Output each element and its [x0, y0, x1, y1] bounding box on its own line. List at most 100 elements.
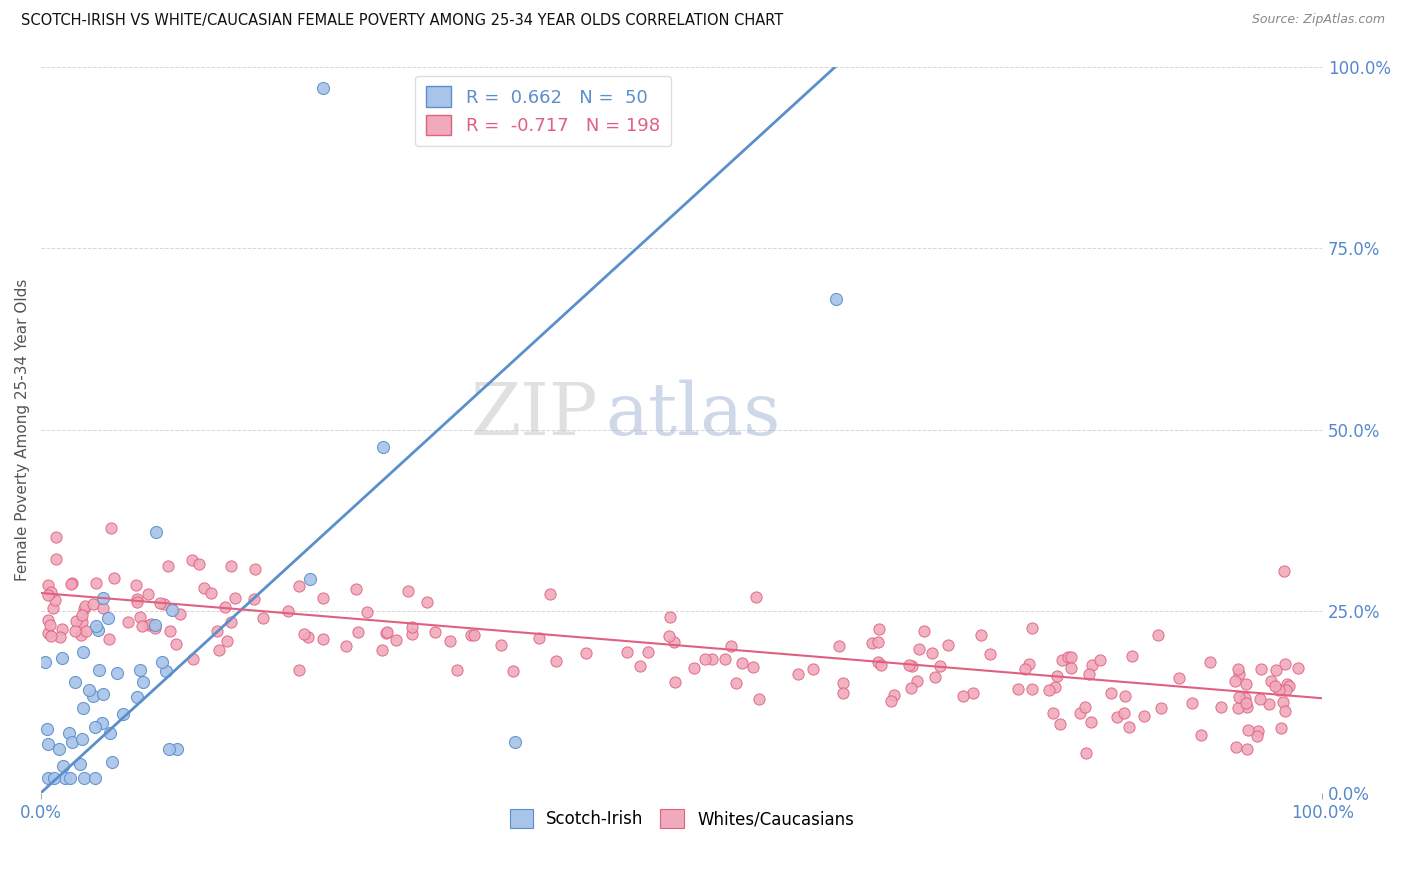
Point — [143, 621, 166, 635]
Point — [1278, 679, 1301, 693]
Point — [1018, 657, 1040, 672]
Point — [1099, 686, 1122, 700]
Point — [1114, 689, 1136, 703]
Point — [162, 603, 184, 617]
Text: SCOTCH-IRISH VS WHITE/CAUCASIAN FEMALE POVERTY AMONG 25-34 YEAR OLDS CORRELATION: SCOTCH-IRISH VS WHITE/CAUCASIAN FEMALE P… — [21, 13, 783, 29]
Point — [491, 81, 513, 95]
Point — [385, 632, 408, 647]
Point — [73, 771, 96, 785]
Point — [131, 619, 153, 633]
Point — [155, 664, 177, 678]
Point — [312, 591, 335, 605]
Point — [1056, 649, 1078, 664]
Text: Source: ZipAtlas.com: Source: ZipAtlas.com — [1251, 13, 1385, 27]
Point — [1133, 709, 1156, 723]
Point — [65, 614, 87, 628]
Point — [37, 771, 59, 785]
Point — [41, 600, 63, 615]
Point — [127, 595, 149, 609]
Point — [1069, 706, 1091, 720]
Point — [1264, 679, 1286, 693]
Point — [288, 663, 311, 677]
Point — [84, 619, 107, 633]
Point — [37, 722, 59, 736]
Point — [1078, 667, 1101, 681]
Point — [129, 663, 152, 677]
Point — [1275, 682, 1298, 697]
Point — [1250, 662, 1272, 676]
Point — [136, 586, 159, 600]
Point — [1209, 699, 1232, 714]
Point — [502, 664, 524, 678]
Point — [86, 624, 108, 638]
Point — [1052, 653, 1074, 667]
Point — [224, 591, 246, 606]
Point — [662, 635, 685, 649]
Point — [824, 292, 846, 306]
Point — [1150, 701, 1173, 715]
Point — [546, 654, 568, 668]
Point — [101, 755, 124, 769]
Point — [112, 706, 135, 721]
Point — [207, 624, 229, 638]
Point — [150, 655, 173, 669]
Point — [188, 557, 211, 571]
Point — [1060, 650, 1083, 665]
Point — [880, 694, 903, 708]
Point — [288, 579, 311, 593]
Point — [72, 602, 94, 616]
Point — [1272, 564, 1295, 578]
Point — [145, 524, 167, 539]
Point — [924, 670, 946, 684]
Point — [616, 644, 638, 658]
Point — [1286, 661, 1309, 675]
Point — [1114, 706, 1136, 721]
Point — [299, 572, 322, 586]
Point — [243, 592, 266, 607]
Point — [297, 630, 319, 644]
Point — [208, 643, 231, 657]
Point — [69, 756, 91, 771]
Point — [827, 639, 849, 653]
Point — [883, 688, 905, 702]
Point — [637, 645, 659, 659]
Point — [183, 652, 205, 666]
Point — [82, 597, 104, 611]
Point — [527, 631, 550, 645]
Point — [1270, 721, 1292, 735]
Point — [1234, 696, 1257, 710]
Point — [344, 582, 367, 596]
Point — [1080, 715, 1102, 730]
Point — [37, 578, 59, 592]
Point — [936, 638, 959, 652]
Point — [693, 652, 716, 666]
Point — [503, 735, 526, 749]
Point — [1229, 690, 1251, 705]
Point — [311, 632, 333, 646]
Point — [1237, 723, 1260, 738]
Point — [1189, 728, 1212, 742]
Point — [921, 646, 943, 660]
Point — [100, 521, 122, 535]
Point — [93, 591, 115, 605]
Point — [1046, 669, 1069, 683]
Point — [51, 622, 73, 636]
Point — [1181, 696, 1204, 710]
Point — [1226, 701, 1249, 715]
Point — [60, 576, 83, 591]
Point — [1246, 730, 1268, 744]
Point — [962, 686, 984, 700]
Point — [105, 665, 128, 680]
Point — [157, 742, 180, 756]
Point — [1249, 692, 1271, 706]
Point — [658, 609, 681, 624]
Point — [1227, 662, 1250, 676]
Point — [713, 651, 735, 665]
Point — [69, 627, 91, 641]
Point — [1227, 667, 1250, 681]
Point — [1225, 673, 1247, 688]
Point — [159, 624, 181, 638]
Point — [1233, 690, 1256, 705]
Point — [744, 590, 766, 604]
Point — [1021, 681, 1043, 696]
